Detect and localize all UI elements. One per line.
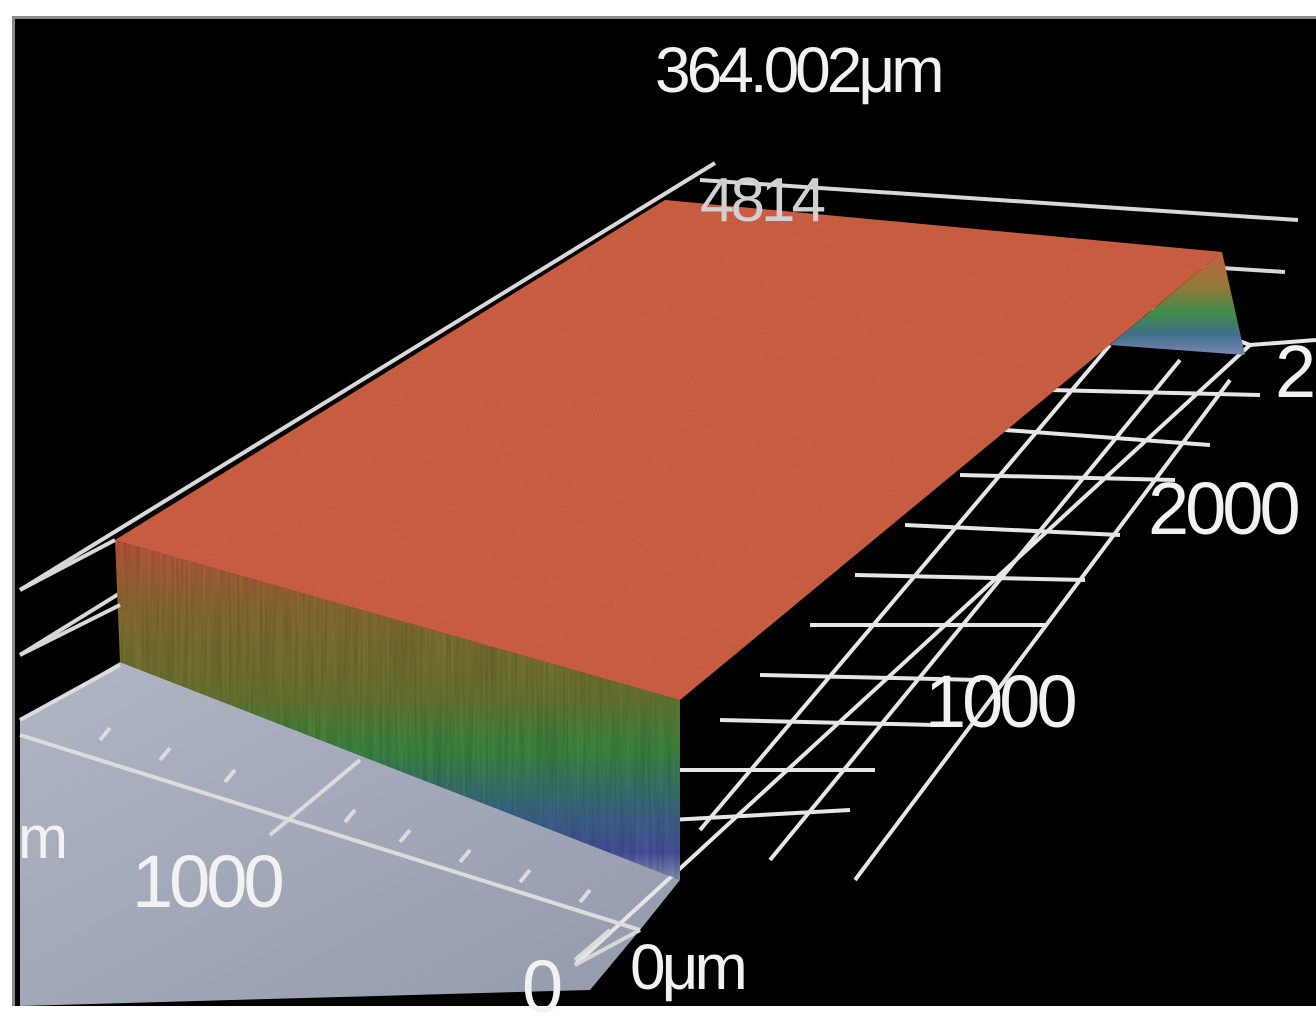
x-axis-origin-label: 0 — [522, 945, 563, 1028]
block-end-face — [1110, 252, 1245, 355]
z-axis-max-label: 364.002μm — [655, 34, 945, 106]
surface-profile-viewer: 364.002μm 4814 1000 2000 2 0μm m 1000 0 — [12, 16, 1316, 1024]
left-axis-lines — [19, 663, 641, 932]
y-axis-tick-label-1000: 1000 — [925, 660, 1078, 743]
3d-scene — [18, 161, 1316, 1006]
y-axis-origin-label: 0μm — [630, 931, 748, 1003]
y-axis-tick-label-2000: 2000 — [1148, 467, 1301, 550]
x-axis-unit-fragment: m — [18, 804, 68, 871]
z-axis-top-tick-label: 4814 — [700, 166, 826, 235]
x-axis-ticks — [98, 726, 612, 962]
front-wall-lines — [19, 538, 641, 967]
y-axis-tick-label-partial: 2 — [1275, 330, 1316, 413]
x-axis-tick-label-1000: 1000 — [132, 840, 285, 923]
base-plane — [20, 662, 680, 1006]
block-front-face — [115, 540, 680, 880]
block-top-surface — [115, 200, 1222, 700]
